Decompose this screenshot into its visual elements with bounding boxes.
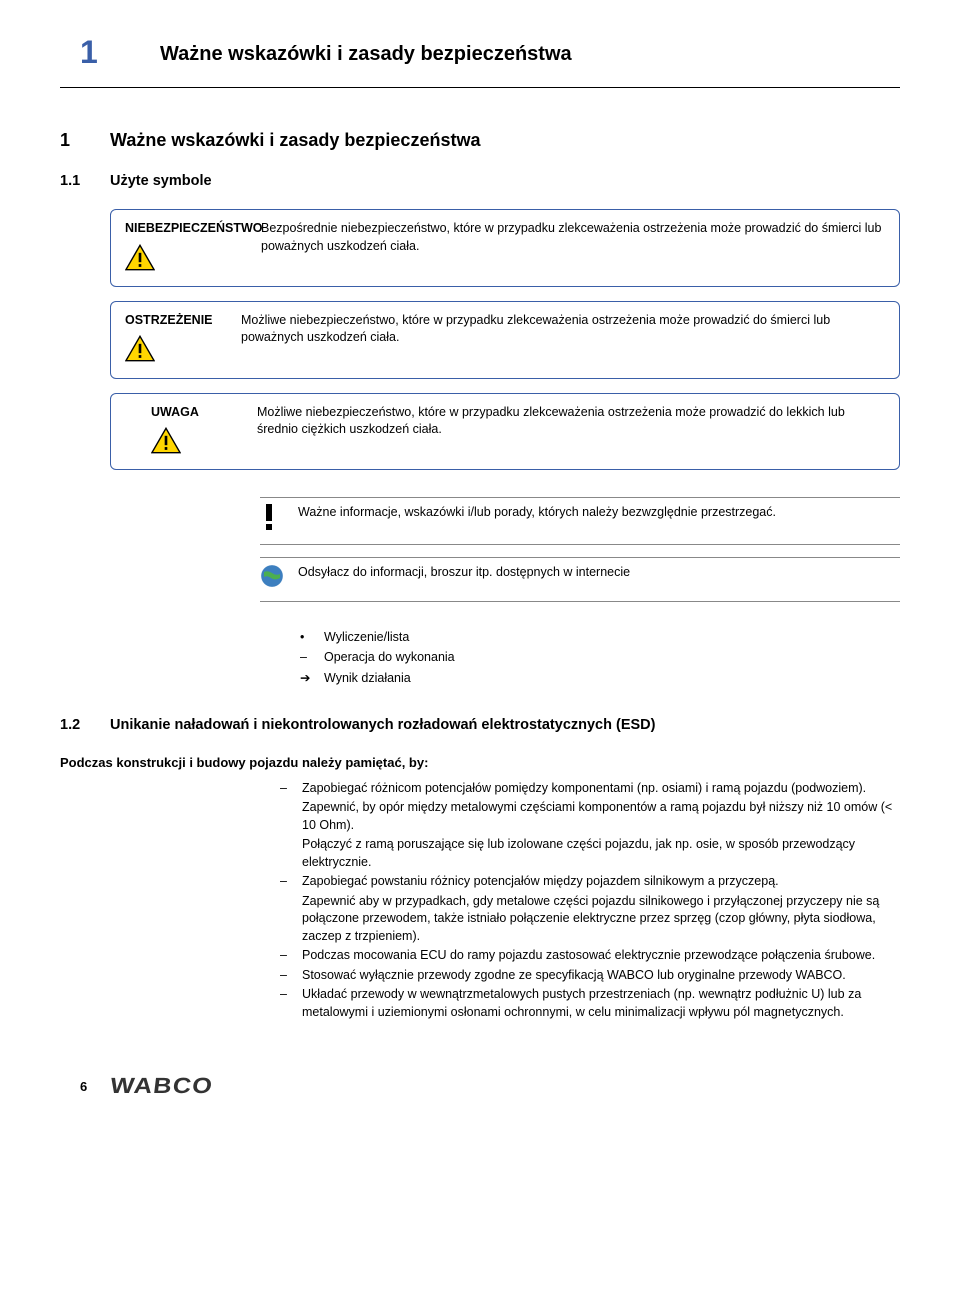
warning-triangle-icon <box>151 427 181 454</box>
warning-text: Możliwe niebezpieczeństwo, które w przyp… <box>241 312 885 347</box>
esd-sub-text: Zapewnić aby w przypadkach, gdy metalowe… <box>302 893 900 946</box>
warning-box: OSTRZEŻENIE Możliwe niebezpieczeństwo, k… <box>110 301 900 379</box>
section-number: 1.1 <box>60 171 110 191</box>
section-title: Ważne wskazówki i zasady bezpieczeństwa <box>110 128 480 153</box>
esd-item-text: Zapobiegać powstaniu różnicy potencjałów… <box>302 873 779 891</box>
section-number: 1 <box>60 128 110 153</box>
section-title: Użyte symbole <box>110 171 212 191</box>
section-1-1-heading: 1.1 Użyte symbole <box>60 171 900 191</box>
list-item: –Podczas mocowania ECU do ramy pojazdu z… <box>280 947 900 965</box>
legend-dash: Operacja do wykonania <box>324 649 455 667</box>
chapter-number: 1 <box>60 30 160 75</box>
wabco-logo: WABCO <box>109 1071 215 1102</box>
list-item: –Operacja do wykonania <box>300 649 900 667</box>
warning-label: OSTRZEŻENIE <box>125 312 235 330</box>
esd-item-text: Stosować wyłącznie przewody zgodne ze sp… <box>302 967 846 985</box>
caution-box: UWAGA Możliwe niebezpieczeństwo, które w… <box>110 393 900 471</box>
warning-triangle-icon <box>125 244 155 271</box>
page-footer: 6 WABCO <box>60 1071 900 1102</box>
page-header: 1 Ważne wskazówki i zasady bezpieczeństw… <box>60 30 900 88</box>
esd-sub-text: Połączyć z ramą poruszające się lub izol… <box>302 836 900 871</box>
section-1-heading: 1 Ważne wskazówki i zasady bezpieczeństw… <box>60 128 900 153</box>
section-1-2-intro: Podczas konstrukcji i budowy pojazdu nal… <box>60 754 900 772</box>
exclamation-icon <box>260 504 278 530</box>
caution-label: UWAGA <box>151 404 251 422</box>
info-block: Ważne informacje, wskazówki i/lub porady… <box>260 492 900 618</box>
list-item: ➔Wynik działania <box>300 670 900 688</box>
esd-sub-text: Zapewnić, by opór między metalowymi częś… <box>302 799 900 834</box>
list-item: –Zapobiegać powstaniu różnicy potencjałó… <box>280 873 900 891</box>
section-title: Unikanie naładowań i niekontrolowanych r… <box>110 715 655 735</box>
danger-text: Bezpośrednie niebezpieczeństwo, które w … <box>261 220 885 255</box>
list-item: •Wyliczenie/lista <box>300 629 900 647</box>
esd-item-text: Zapobiegać różnicom potencjałów pomiędzy… <box>302 780 866 798</box>
legend-list: •Wyliczenie/lista –Operacja do wykonania… <box>300 629 900 688</box>
chapter-title: Ważne wskazówki i zasady bezpieczeństwa <box>160 30 572 68</box>
list-item: –Zapobiegać różnicom potencjałów pomiędz… <box>280 780 900 798</box>
esd-item-text: Układać przewody w wewnątrzmetalowych pu… <box>302 986 900 1021</box>
internet-ref-row: Odsyłacz do informacji, broszur itp. dos… <box>260 557 900 602</box>
section-1-2-heading: 1.2 Unikanie naładowań i niekontrolowany… <box>60 715 900 735</box>
important-info-row: Ważne informacje, wskazówki i/lub porady… <box>260 497 900 544</box>
legend-arrow: Wynik działania <box>324 670 411 688</box>
section-number: 1.2 <box>60 715 110 735</box>
esd-item-text: Podczas mocowania ECU do ramy pojazdu za… <box>302 947 875 965</box>
internet-ref-text: Odsyłacz do informacji, broszur itp. dos… <box>298 564 900 582</box>
legend-bullet: Wyliczenie/lista <box>324 629 409 647</box>
esd-list: –Zapobiegać różnicom potencjałów pomiędz… <box>280 780 900 1022</box>
page-number: 6 <box>80 1078 87 1096</box>
list-item: –Stosować wyłącznie przewody zgodne ze s… <box>280 967 900 985</box>
globe-icon <box>260 564 284 588</box>
danger-box: NIEBEZPIECZEŃSTWO Bezpośrednie niebezpie… <box>110 209 900 287</box>
warning-triangle-icon <box>125 335 155 362</box>
danger-label: NIEBEZPIECZEŃSTWO <box>125 220 255 238</box>
caution-text: Możliwe niebezpieczeństwo, które w przyp… <box>257 404 885 439</box>
list-item: –Układać przewody w wewnątrzmetalowych p… <box>280 986 900 1021</box>
important-info-text: Ważne informacje, wskazówki i/lub porady… <box>298 504 900 522</box>
